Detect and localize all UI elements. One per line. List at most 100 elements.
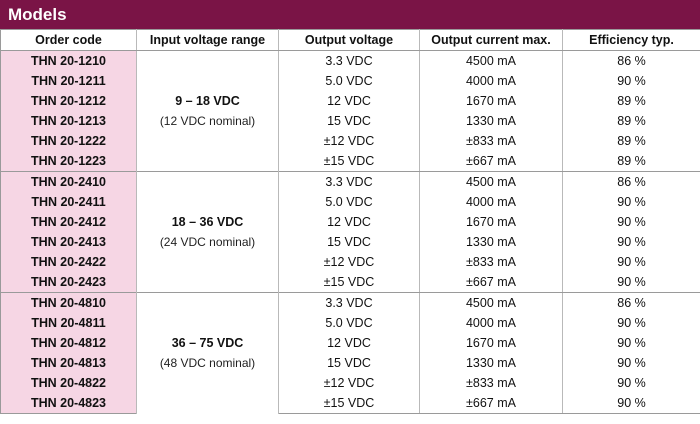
output-voltage-cell: 12 VDC [278, 212, 420, 232]
efficiency-cell: 90 % [562, 393, 700, 414]
table-row: THN 20-2422 ±12 VDC ±833 mA 90 % [0, 252, 700, 272]
output-current-cell: 4500 mA [419, 171, 563, 192]
output-voltage-cell: 15 VDC [278, 232, 420, 252]
order-code-cell: THN 20-4813 [0, 353, 137, 373]
header-output-voltage: Output voltage [278, 29, 420, 51]
table-row: THN 20-4810 36 – 75 VDC (48 VDC nominal) 3.… [0, 292, 700, 414]
output-current-cell: ±667 mA [419, 393, 563, 414]
output-current-cell: 4000 mA [419, 71, 563, 91]
order-code-cell: THN 20-2411 [0, 192, 137, 212]
efficiency-cell: 86 % [562, 171, 700, 192]
table-row: THN 20-2410 18 – 36 VDC (24 VDC nominal) 3.… [0, 171, 700, 293]
output-voltage-cell: 12 VDC [278, 333, 420, 353]
output-current-cell: 4000 mA [419, 313, 563, 333]
order-code-cell: THN 20-1223 [0, 151, 137, 172]
output-current-cell: 4500 mA [419, 50, 563, 71]
header-row: Order code Input voltage range Output vo… [0, 29, 700, 51]
efficiency-cell: 90 % [562, 272, 700, 293]
efficiency-cell: 89 % [562, 131, 700, 151]
table-body: THN 20-1210 9 – 18 VDC (12 VDC nominal) 3.3… [0, 50, 700, 414]
output-voltage-cell: 5.0 VDC [278, 71, 420, 91]
header-input-range: Input voltage range [136, 29, 279, 51]
output-voltage-cell: 3.3 VDC [278, 171, 420, 192]
output-current-cell: 1670 mA [419, 212, 563, 232]
input-range-cell: 36 – 75 VDC (48 VDC nominal) [136, 292, 279, 414]
efficiency-cell: 90 % [562, 252, 700, 272]
output-voltage-cell: ±15 VDC [278, 151, 420, 172]
efficiency-cell: 86 % [562, 50, 700, 71]
section-title: Models [0, 0, 700, 29]
input-range-nominal: (12 VDC nominal) [159, 114, 256, 128]
table-row: THN 20-1223 ±15 VDC ±667 mA 89 % [0, 151, 700, 172]
input-range-value: 18 – 36 VDC [171, 215, 244, 229]
input-range-value: 36 – 75 VDC [171, 336, 244, 351]
input-range-cell: 18 – 36 VDC (24 VDC nominal) [136, 171, 279, 293]
order-code-cell: THN 20-2412 [0, 212, 137, 232]
output-voltage-cell: ±15 VDC [278, 272, 420, 293]
order-code-cell: THN 20-4822 [0, 373, 137, 393]
table-row: THN 20-2412 12 VDC 1670 mA 90 % [0, 212, 700, 232]
table-row: THN 20-1211 5.0 VDC 4000 mA 90 % [0, 71, 700, 91]
efficiency-cell: 89 % [562, 91, 700, 111]
table-row: THN 20-1213 15 VDC 1330 mA 89 % [0, 111, 700, 131]
order-code-cell: THN 20-2410 [0, 171, 137, 192]
output-current-cell: ±833 mA [419, 131, 563, 151]
efficiency-cell: 90 % [562, 353, 700, 373]
header-order-code: Order code [0, 29, 137, 51]
output-current-cell: ±667 mA [419, 151, 563, 172]
input-range-nominal: (48 VDC nominal) [159, 356, 256, 371]
efficiency-cell: 90 % [562, 192, 700, 212]
table-row: THN 20-1210 9 – 18 VDC (12 VDC nominal) 3.3… [0, 50, 700, 172]
table-row: THN 20-2423 ±15 VDC ±667 mA 90 % [0, 272, 700, 293]
order-code-cell: THN 20-4811 [0, 313, 137, 333]
output-current-cell: 4000 mA [419, 192, 563, 212]
output-voltage-cell: 15 VDC [278, 353, 420, 373]
efficiency-cell: 90 % [562, 212, 700, 232]
output-voltage-cell: ±15 VDC [278, 393, 420, 414]
table-row: THN 20-1212 12 VDC 1670 mA 89 % [0, 91, 700, 111]
input-range-nominal: (24 VDC nominal) [159, 235, 256, 249]
efficiency-cell: 90 % [562, 333, 700, 353]
output-current-cell: 1330 mA [419, 232, 563, 252]
order-code-cell: THN 20-4823 [0, 393, 137, 414]
order-code-cell: THN 20-2413 [0, 232, 137, 252]
output-voltage-cell: 5.0 VDC [278, 192, 420, 212]
output-current-cell: 1330 mA [419, 111, 563, 131]
order-code-cell: THN 20-1213 [0, 111, 137, 131]
order-code-cell: THN 20-1210 [0, 50, 137, 71]
output-voltage-cell: 3.3 VDC [278, 50, 420, 71]
order-code-cell: THN 20-4812 [0, 333, 137, 353]
efficiency-cell: 90 % [562, 313, 700, 333]
output-current-cell: ±833 mA [419, 373, 563, 393]
table-row: THN 20-2411 5.0 VDC 4000 mA 90 % [0, 192, 700, 212]
order-code-cell: THN 20-1211 [0, 71, 137, 91]
efficiency-cell: 86 % [562, 292, 700, 313]
output-current-cell: 1670 mA [419, 91, 563, 111]
order-code-cell: THN 20-2422 [0, 252, 137, 272]
header-efficiency: Efficiency typ. [562, 29, 700, 51]
output-voltage-cell: 15 VDC [278, 111, 420, 131]
models-table: Order code Input voltage range Output vo… [0, 29, 700, 414]
order-code-cell: THN 20-1212 [0, 91, 137, 111]
output-voltage-cell: 5.0 VDC [278, 313, 420, 333]
output-current-cell: 1330 mA [419, 353, 563, 373]
table-row: THN 20-4812 12 VDC 1670 mA 90 % [0, 333, 700, 353]
efficiency-cell: 90 % [562, 71, 700, 91]
output-current-cell: 1670 mA [419, 333, 563, 353]
order-code-cell: THN 20-1222 [0, 131, 137, 151]
efficiency-cell: 90 % [562, 373, 700, 393]
efficiency-cell: 89 % [562, 151, 700, 172]
output-current-cell: ±833 mA [419, 252, 563, 272]
order-code-cell: THN 20-2423 [0, 272, 137, 293]
table-row: THN 20-4813 15 VDC 1330 mA 90 % [0, 353, 700, 373]
output-current-cell: 4500 mA [419, 292, 563, 313]
table-row: THN 20-4823 ±15 VDC ±667 mA 90 % [0, 393, 700, 414]
efficiency-cell: 90 % [562, 232, 700, 252]
input-range-cell: 9 – 18 VDC (12 VDC nominal) [136, 50, 279, 172]
order-code-cell: THN 20-4810 [0, 292, 137, 313]
header-output-current: Output current max. [419, 29, 563, 51]
output-voltage-cell: ±12 VDC [278, 131, 420, 151]
input-range-value: 9 – 18 VDC [175, 94, 240, 108]
output-voltage-cell: ±12 VDC [278, 252, 420, 272]
